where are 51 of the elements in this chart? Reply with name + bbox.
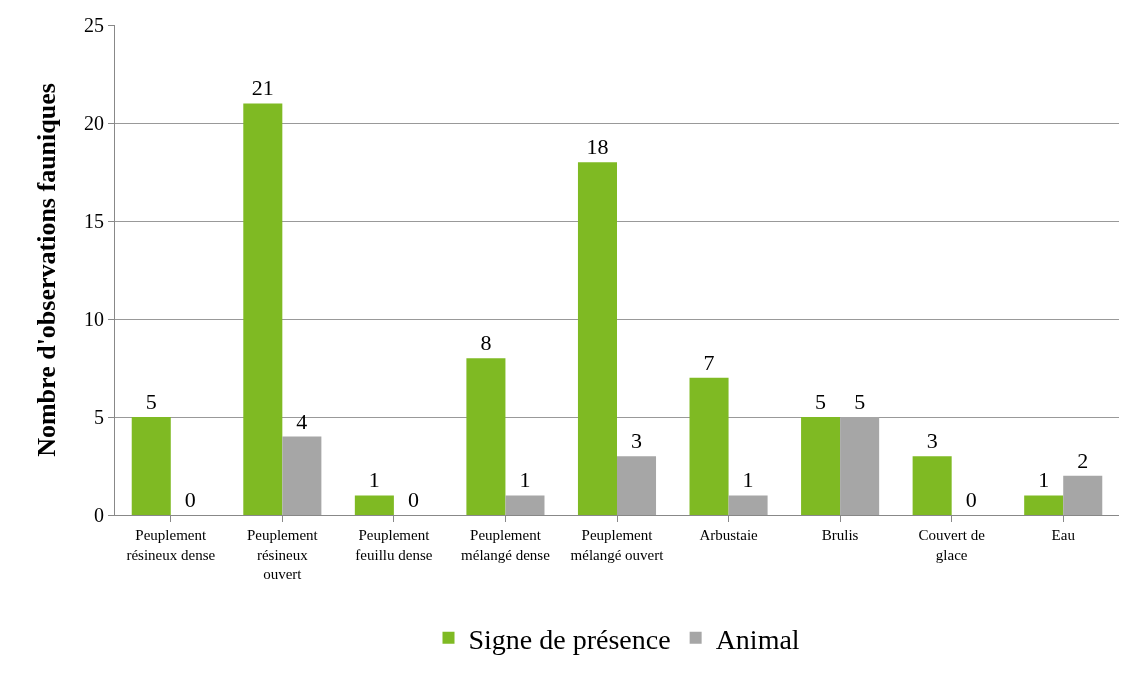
bar [617,456,657,515]
bar [689,377,729,515]
bar [131,417,171,515]
x-tick-label: Eau [1051,527,1076,543]
bar [728,495,768,515]
bar [912,456,952,515]
bar [1063,475,1103,515]
bar [243,103,283,515]
data-label: 7 [703,349,715,375]
x-tick-label: Couvert de glace [918,527,986,563]
bar [282,436,322,515]
x-tick-label: Peuplement résineux ouvert [246,527,319,582]
data-label: 5 [815,389,827,414]
bar [801,417,841,515]
data-label: 2 [1077,447,1089,473]
x-tick-label: Peuplement mélangé ouvert [570,527,665,563]
data-label: 1 [368,467,380,493]
data-label: 8 [480,330,492,356]
y-tick-label: 10 [84,308,104,330]
y-tick-label: 15 [84,210,104,232]
x-tick-label: Peuplement feuillu dense [355,527,433,563]
y-tick-label: 5 [94,406,104,428]
legend-label: Signe de présence [468,623,671,655]
data-label: 1 [519,467,531,493]
data-label: 3 [631,428,643,454]
data-label: 21 [251,75,274,101]
y-tick-label: 0 [94,504,104,526]
x-tick-label: Arbustaie [699,527,759,543]
data-label: 5 [854,389,866,414]
bar [840,417,880,515]
data-label: 3 [926,428,938,454]
bar [466,358,506,515]
data-label: 0 [184,487,196,512]
y-tick-label: 20 [84,112,104,134]
data-label: 1 [742,467,754,493]
bar [1024,495,1064,515]
data-label: 0 [965,487,977,512]
x-tick-label: Brulis [821,527,859,543]
y-tick-label: 25 [84,14,104,36]
x-tick-label: Peuplement résineux dense [126,527,216,563]
data-label: 5 [145,389,157,414]
y-axis-title: Nombre d'observations fauniques [32,83,62,457]
bar [577,162,617,515]
data-label: 1 [1038,467,1050,493]
data-label: 18 [586,134,609,160]
data-label: 0 [407,487,419,512]
bar [505,495,545,515]
legend-label: Animal [715,623,800,655]
data-label: 4 [296,408,308,434]
x-tick-label: Peuplement mélangé dense [461,527,551,563]
bar [354,495,394,515]
